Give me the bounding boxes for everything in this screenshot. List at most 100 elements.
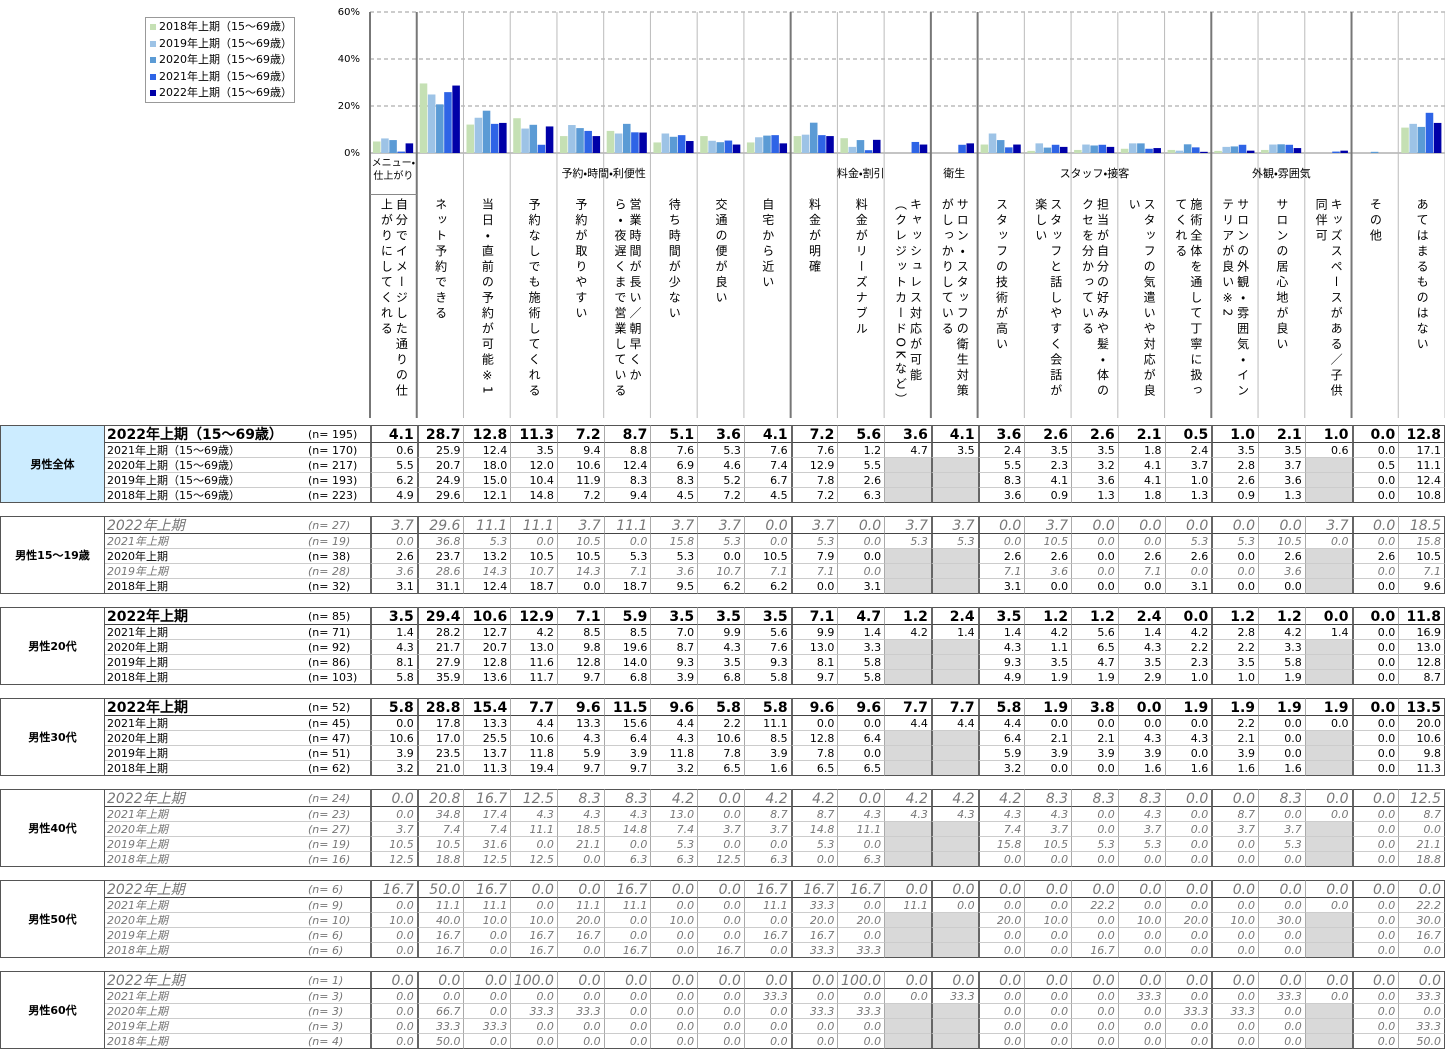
cell: 0.0 <box>790 852 838 867</box>
cell: 6.3 <box>650 852 698 867</box>
cell: 18.7 <box>510 579 557 594</box>
cell: 0.0 <box>1351 516 1399 534</box>
row-n: (n= 45) <box>305 716 370 731</box>
bar <box>1269 144 1277 153</box>
cell: 0.0 <box>743 971 791 989</box>
cell: 5.8 <box>837 655 885 670</box>
cell: 9.5 <box>650 579 698 594</box>
cell: 0.0 <box>977 898 1025 913</box>
cell: 1.8 <box>1117 443 1165 458</box>
bar <box>1043 147 1052 153</box>
bar <box>436 104 444 153</box>
column-label: サロン・スタッフの衛生対策がしっかりしている <box>940 198 970 400</box>
cell: 8.8 <box>603 443 651 458</box>
cell: 19.6 <box>603 640 651 655</box>
cell: 9.7 <box>603 761 651 776</box>
cell: 0.0 <box>977 1034 1025 1049</box>
cell: 2.6 <box>1351 549 1399 564</box>
cell: 5.1 <box>650 425 698 443</box>
cell: 3.7 <box>697 822 744 837</box>
cell: 5.6 <box>837 425 885 443</box>
cell: 5.2 <box>697 473 744 488</box>
cell: 0.0 <box>930 971 978 989</box>
cell: 3.6 <box>1071 473 1118 488</box>
cell: 3.2 <box>1071 458 1118 473</box>
cell: 0.0 <box>416 989 464 1004</box>
cell: 11.3 <box>510 425 557 443</box>
cell: 0.0 <box>1304 534 1352 549</box>
legend-label: 2022年上期（15～69歳） <box>159 86 292 99</box>
column-label: スタッフと話しやすく会話が楽しい <box>1033 198 1063 400</box>
cell: 7.6 <box>743 640 791 655</box>
cell: 33.3 <box>1398 1019 1445 1034</box>
cell: 12.4 <box>1398 473 1445 488</box>
empty-cell <box>884 761 931 776</box>
cell: 29.6 <box>416 516 464 534</box>
row-n: (n= 223) <box>305 488 370 503</box>
bar <box>653 142 661 153</box>
cell: 18.0 <box>463 458 511 473</box>
column-label-cell: その他 <box>1352 198 1399 416</box>
column-label: 自宅から近い <box>760 198 775 291</box>
cell: 0.0 <box>884 989 931 1004</box>
cell: 33.3 <box>790 898 838 913</box>
cell: 0.0 <box>1164 971 1212 989</box>
cell: 0.0 <box>1211 928 1259 943</box>
cell: 0.0 <box>837 549 885 564</box>
y-tick-label: 60% <box>338 7 360 18</box>
cell: 2.2 <box>1164 640 1212 655</box>
cell: 7.7 <box>884 698 931 716</box>
cell: 10.5 <box>1024 837 1072 852</box>
bar <box>746 142 755 153</box>
bar <box>545 126 554 153</box>
cell: 16.7 <box>370 880 417 898</box>
cell: 0.0 <box>1024 971 1072 989</box>
cell: 18.7 <box>603 579 651 594</box>
bar <box>537 144 546 153</box>
bar <box>1082 144 1090 153</box>
cell: 15.8 <box>1398 534 1445 549</box>
cell: 0.0 <box>1351 607 1399 625</box>
cell: 5.3 <box>1071 837 1118 852</box>
cell: 0.0 <box>1211 579 1259 594</box>
empty-cell <box>1304 564 1352 579</box>
cell: 9.7 <box>790 670 838 685</box>
legend-label: 2020年上期（15～69歳） <box>159 53 292 66</box>
cell: 0.0 <box>1071 852 1118 867</box>
cell: 2.4 <box>1117 607 1165 625</box>
bar <box>427 94 436 153</box>
cell: 8.7 <box>1398 670 1445 685</box>
cell: 0.0 <box>1258 928 1305 943</box>
bar <box>452 85 460 153</box>
cell: 50.0 <box>1398 1034 1445 1049</box>
cell: 0.0 <box>1071 822 1118 837</box>
bar <box>1183 144 1192 153</box>
row-n: (n= 1) <box>305 971 370 989</box>
cell: 14.8 <box>510 488 557 503</box>
cell: 17.4 <box>463 807 511 822</box>
cell: 16.7 <box>790 880 838 898</box>
cell: 3.6 <box>650 564 698 579</box>
cell: 0.0 <box>1351 731 1399 746</box>
cell: 0.0 <box>1164 789 1212 807</box>
cell: 0.0 <box>510 534 557 549</box>
cell: 0.0 <box>1164 746 1212 761</box>
cell: 0.0 <box>556 971 604 989</box>
cell: 23.7 <box>416 549 464 564</box>
empty-cell <box>1304 928 1352 943</box>
cell: 0.0 <box>1164 943 1212 958</box>
cell: 0.0 <box>1117 579 1165 594</box>
bar <box>559 136 568 153</box>
row-label: 2022年上期 <box>105 516 305 534</box>
cell: 16.7 <box>603 943 651 958</box>
cell: 1.2 <box>837 443 885 458</box>
group-name: 男性30代 <box>0 698 105 776</box>
cell: 0.0 <box>1304 989 1352 1004</box>
chart: 0% 20% 40% 60% <box>338 7 1445 418</box>
cell: 0.0 <box>697 898 744 913</box>
cell: 0.0 <box>1351 807 1399 822</box>
cell: 3.5 <box>977 607 1025 625</box>
cell: 1.0 <box>1211 425 1259 443</box>
cell: 2.4 <box>1164 443 1212 458</box>
